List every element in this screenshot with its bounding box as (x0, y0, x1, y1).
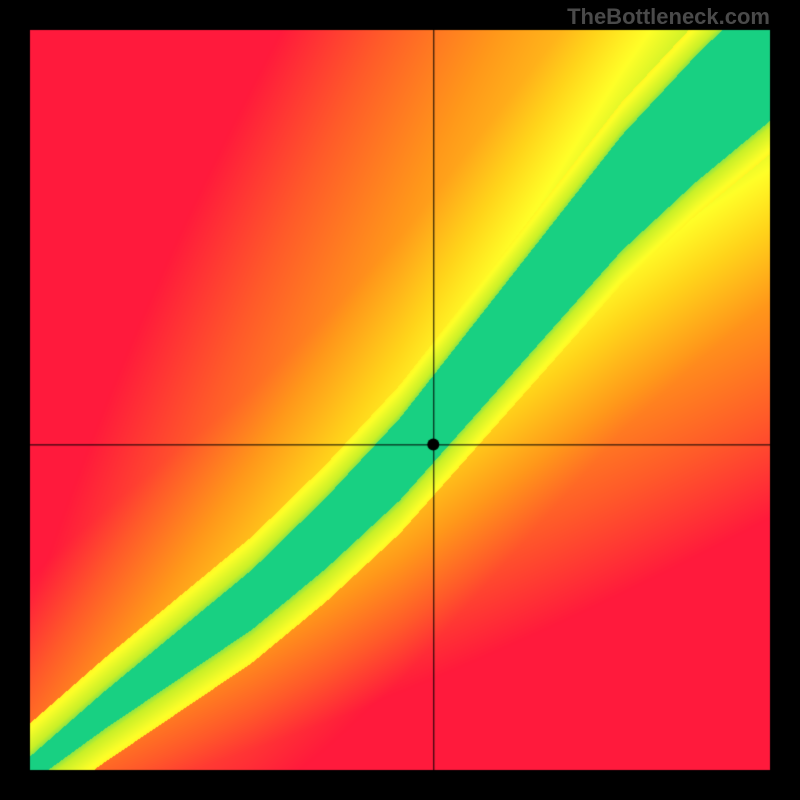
chart-container: TheBottleneck.com (0, 0, 800, 800)
watermark-label: TheBottleneck.com (567, 4, 770, 30)
bottleneck-heatmap (0, 0, 800, 800)
